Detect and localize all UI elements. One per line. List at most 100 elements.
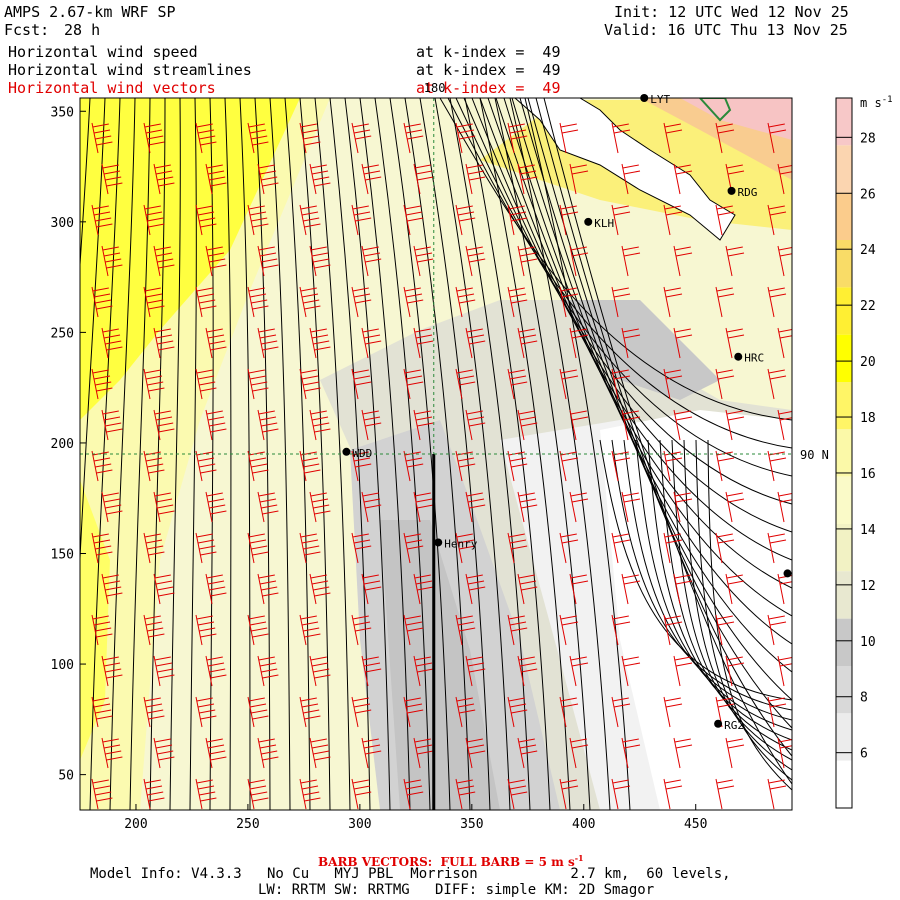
wind-barb (465, 737, 486, 769)
x-tick-label: 250 (236, 817, 259, 832)
streamline (169, 98, 181, 810)
wind-barb (101, 737, 123, 769)
colorbar-swatch (836, 618, 852, 666)
model-title: AMPS 2.67-km WRF SP (4, 3, 176, 21)
wind-barb (465, 409, 486, 441)
colorbar-label: 10 (860, 635, 876, 650)
wind-barb (715, 368, 735, 400)
wind-barb (725, 245, 745, 277)
colorbar-label: 28 (860, 131, 876, 146)
wind-barb (153, 327, 175, 359)
wind-barb (507, 778, 528, 810)
wind-barb (413, 737, 434, 769)
y-tick-label: 200 (51, 437, 74, 452)
wind-barb (143, 778, 165, 810)
wind-barb (91, 614, 113, 646)
y-tick-label: 250 (51, 326, 74, 341)
wind-barb (559, 696, 579, 728)
wind-barb (465, 491, 486, 523)
wind-barb (715, 532, 735, 564)
wind-barb (517, 327, 538, 359)
wind-barb (673, 245, 693, 277)
colorbar: 6 8 10 12 14 16 18 20 22 24 26 28 (835, 97, 876, 809)
wind-barb (559, 532, 579, 564)
wind-barb (309, 737, 331, 769)
wind-barb (195, 286, 217, 318)
streamline (109, 98, 136, 810)
colorbar-unit: m s-1 (860, 95, 893, 110)
station-marker: RDG (727, 186, 757, 199)
colorbar-swatch (836, 382, 852, 430)
wind-barb (351, 614, 372, 646)
wind-barb (205, 573, 227, 605)
wind-barb (247, 204, 269, 236)
wind-barb (663, 122, 683, 154)
wind-barb (777, 409, 792, 441)
streamline (80, 98, 91, 273)
wind-barb (195, 368, 217, 400)
wind-barb (101, 409, 123, 441)
streamline (695, 439, 792, 781)
wind-barb (455, 204, 476, 236)
speed-band-20 (80, 98, 300, 420)
colorbar-label: 24 (860, 243, 876, 258)
wind-barb (465, 573, 486, 605)
wind-barb (569, 327, 589, 359)
wind-barb (153, 409, 175, 441)
map-frame (79, 97, 793, 811)
wind-barb (559, 614, 579, 646)
colorbar-swatch (836, 571, 852, 619)
wind-barb (309, 491, 331, 523)
wind-barb (455, 122, 476, 154)
wind-barb (455, 614, 476, 646)
streamline (209, 98, 214, 810)
wind-barb (403, 696, 424, 728)
wind-barb (725, 491, 745, 523)
wind-barb (361, 409, 382, 441)
wind-barb (153, 491, 175, 523)
wind-barb (777, 245, 792, 277)
wind-barb (413, 491, 434, 523)
model-info-line2: LW: RRTM SW: RRTMG DIFF: simple KM: 2D S… (258, 882, 655, 898)
x-tick-label: 450 (684, 817, 707, 832)
wind-barb (569, 163, 589, 195)
wind-barb (715, 778, 735, 810)
wind-barb (715, 204, 735, 236)
wind-barb (621, 163, 641, 195)
wind-barb (143, 368, 165, 400)
x-tick-label: 300 (348, 817, 371, 832)
wind-barb (767, 286, 787, 318)
wind-barb (673, 491, 693, 523)
field-name-speed: Horizontal wind speed (8, 43, 198, 61)
field-level-streamlines: at k-index = 49 (416, 61, 561, 79)
wind-barb (507, 286, 528, 318)
stations: WDD Henry KLH RDG HRC RG2 LYT (342, 93, 792, 732)
land-contour (698, 98, 732, 122)
wind-barb (611, 204, 631, 236)
lat-lon-lines: 180 90 N (80, 81, 829, 810)
map-axes: 200 250 300 350 400 450 50 100 150 200 250 300 350 (51, 105, 708, 832)
wind-barb (361, 491, 382, 523)
wind-barb (247, 778, 269, 810)
wind-barb (611, 778, 631, 810)
colorbar-label: 16 (860, 467, 876, 482)
wind-barb (195, 532, 217, 564)
colorbar-swatch (836, 192, 852, 240)
wind-barb (517, 655, 538, 687)
wind-barb (351, 204, 372, 236)
wind-barb (725, 327, 745, 359)
wind-barb (91, 122, 113, 154)
wind-barb (247, 614, 269, 646)
wind-barb (351, 696, 372, 728)
wind-barb (91, 204, 113, 236)
wind-barb (101, 245, 123, 277)
wind-barb (403, 614, 424, 646)
x-tick-label: 350 (460, 817, 483, 832)
wind-barb (455, 286, 476, 318)
wind-barb (257, 409, 279, 441)
wind-barb (673, 327, 693, 359)
wind-barb (559, 368, 579, 400)
wind-barb (465, 327, 486, 359)
wind-barb (403, 368, 424, 400)
station-marker: KLH (584, 217, 614, 230)
